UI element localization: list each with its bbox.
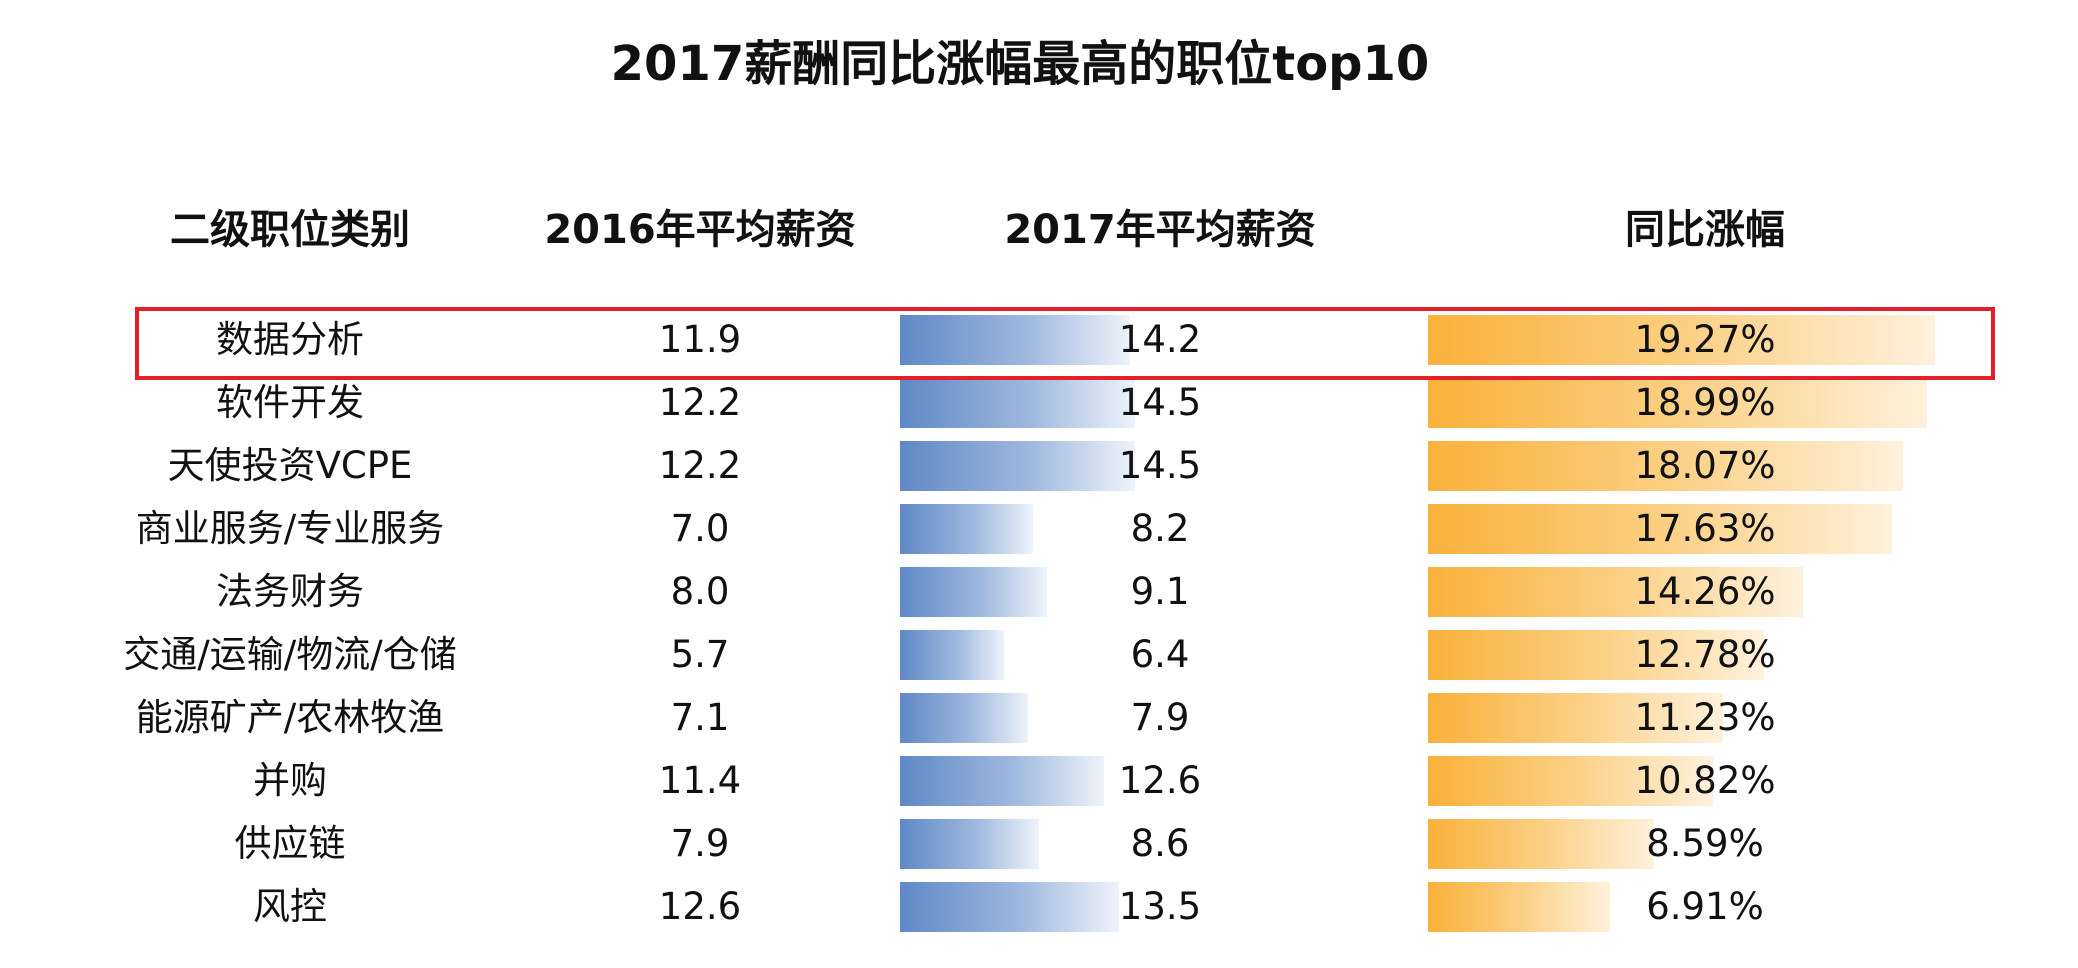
avg-2017-value: 9.1 <box>1130 570 1190 613</box>
avg-2017-value: 14.5 <box>1118 381 1202 424</box>
avg-2017-value: 7.9 <box>1130 696 1190 739</box>
growth-bar <box>1428 756 1713 806</box>
highlight-box <box>135 307 1995 380</box>
growth-value: 11.23% <box>1634 696 1776 739</box>
avg-2017-value: 13.5 <box>1118 885 1202 928</box>
avg-2016-value: 12.2 <box>658 381 742 424</box>
chart-title: 2017薪酬同比涨幅最高的职位top10 <box>610 36 1430 92</box>
growth-bar <box>1428 504 1892 554</box>
avg-2017-bar <box>900 378 1135 428</box>
header-avg-2017: 2017年平均薪资 <box>1004 207 1316 253</box>
avg-2016-value: 7.1 <box>670 696 730 739</box>
growth-bar <box>1428 882 1610 932</box>
category-label: 商业服务/专业服务 <box>135 507 445 550</box>
avg-2017-bar <box>900 441 1135 491</box>
growth-value: 6.91% <box>1646 885 1764 928</box>
growth-bar <box>1428 378 1927 428</box>
growth-value: 17.63% <box>1634 507 1776 550</box>
avg-2016-value: 8.0 <box>670 570 730 613</box>
growth-bar <box>1428 630 1764 680</box>
category-label: 软件开发 <box>216 381 364 424</box>
avg-2017-bar <box>900 693 1028 743</box>
avg-2017-value: 14.5 <box>1118 444 1202 487</box>
avg-2016-value: 12.6 <box>658 885 742 928</box>
avg-2017-value: 14.2 <box>1118 318 1202 361</box>
avg-2016-value: 11.9 <box>658 318 742 361</box>
avg-2017-bar <box>900 630 1004 680</box>
growth-bar <box>1428 567 1803 617</box>
avg-2017-bar <box>900 882 1119 932</box>
header-growth: 同比涨幅 <box>1625 207 1785 253</box>
growth-value: 14.26% <box>1634 570 1776 613</box>
growth-value: 12.78% <box>1634 633 1776 676</box>
header-avg-2016: 2016年平均薪资 <box>544 207 856 253</box>
growth-bar <box>1428 441 1903 491</box>
avg-2017-bar <box>900 567 1047 617</box>
avg-2016-value: 7.0 <box>670 507 730 550</box>
avg-2017-bar <box>900 756 1104 806</box>
growth-bar <box>1428 315 1935 365</box>
growth-value: 18.07% <box>1634 444 1776 487</box>
growth-value: 8.59% <box>1646 822 1764 865</box>
avg-2016-value: 5.7 <box>670 633 730 676</box>
avg-2017-value: 6.4 <box>1130 633 1190 676</box>
avg-2016-value: 7.9 <box>670 822 730 865</box>
category-label: 供应链 <box>234 822 346 865</box>
avg-2017-value: 8.2 <box>1130 507 1190 550</box>
category-label: 能源矿产/农林牧渔 <box>135 696 445 739</box>
header-category: 二级职位类别 <box>170 207 410 253</box>
category-label: 风控 <box>253 885 327 928</box>
avg-2017-bar <box>900 315 1130 365</box>
avg-2016-value: 11.4 <box>658 759 742 802</box>
category-label: 数据分析 <box>216 318 364 361</box>
avg-2017-bar <box>900 504 1033 554</box>
growth-value: 10.82% <box>1634 759 1776 802</box>
avg-2017-value: 8.6 <box>1130 822 1190 865</box>
avg-2017-bar <box>900 819 1039 869</box>
growth-value: 19.27% <box>1634 318 1776 361</box>
avg-2017-value: 12.6 <box>1118 759 1202 802</box>
growth-bar <box>1428 693 1723 743</box>
avg-2016-value: 12.2 <box>658 444 742 487</box>
category-label: 并购 <box>253 759 327 802</box>
category-label: 天使投资VCPE <box>167 444 413 487</box>
category-label: 交通/运输/物流/仓储 <box>123 633 457 676</box>
growth-value: 18.99% <box>1634 381 1776 424</box>
category-label: 法务财务 <box>216 570 364 613</box>
growth-bar <box>1428 819 1654 869</box>
